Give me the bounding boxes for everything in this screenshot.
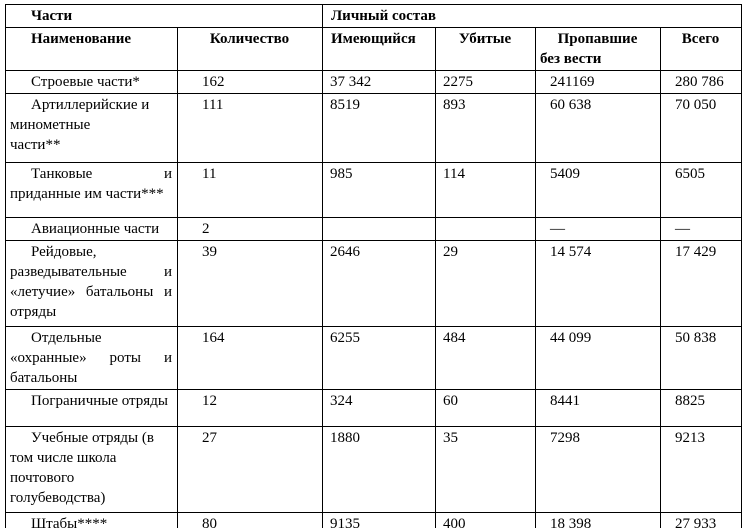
cell-quantity: 80 — [177, 512, 323, 528]
cell-name: Строевые части* — [5, 70, 178, 94]
cell-available: 6255 — [322, 326, 436, 390]
cell-killed: 35 — [435, 426, 536, 513]
cell-name: Учебные отряды (в том числе школа почтов… — [5, 426, 178, 513]
col-header-name: Наименование — [5, 27, 178, 71]
table-row: Пограничные отряды 12 324 60 8441 8825 — [5, 389, 742, 427]
cell-missing: 14 574 — [535, 240, 661, 327]
cell-name: Рейдовые, разведывательные и «летучие» б… — [5, 240, 178, 327]
cell-quantity: 11 — [177, 162, 323, 218]
cell-killed: 400 — [435, 512, 536, 528]
cell-total: 280 786 — [660, 70, 742, 94]
table-row: Отдельные «охранные» роты и батальоны 16… — [5, 326, 742, 390]
cell-killed — [435, 217, 536, 241]
header-units-group: Части — [5, 4, 323, 28]
cell-name: Пограничные отряды — [5, 389, 178, 427]
cell-available — [322, 217, 436, 241]
cell-killed: 114 — [435, 162, 536, 218]
cell-available: 1880 — [322, 426, 436, 513]
col-header-killed: Убитые — [435, 27, 536, 71]
col-header-missing-line2: без вести — [540, 51, 602, 67]
cell-available: 37 342 — [322, 70, 436, 94]
cell-killed: 2275 — [435, 70, 536, 94]
cell-available: 324 — [322, 389, 436, 427]
col-header-quantity: Количество — [177, 27, 323, 71]
column-header-row: Наименование Количество Имеющийся Убитые… — [5, 27, 742, 71]
table-row: Авиационные части 2 — — — [5, 217, 742, 241]
col-header-total: Всего — [660, 27, 742, 71]
cell-total: 6505 — [660, 162, 742, 218]
cell-available: 9135 — [322, 512, 436, 528]
cell-missing: 241169 — [535, 70, 661, 94]
cell-available: 2646 — [322, 240, 436, 327]
col-header-available: Имеющийся — [322, 27, 436, 71]
cell-killed: 484 — [435, 326, 536, 390]
table-row: Танковые и приданные им части*** 11 985 … — [5, 162, 742, 218]
units-personnel-table: Части Личный состав Наименование Количес… — [5, 4, 742, 528]
table-row: Рейдовые, разведывательные и «летучие» б… — [5, 240, 742, 327]
cell-quantity: 39 — [177, 240, 323, 327]
cell-missing: 8441 — [535, 389, 661, 427]
cell-total: 50 838 — [660, 326, 742, 390]
table-row: Учебные отряды (в том числе школа почтов… — [5, 426, 742, 513]
cell-name: Авиационные части — [5, 217, 178, 241]
table-row: Строевые части* 162 37 342 2275 241169 2… — [5, 70, 742, 94]
cell-quantity: 162 — [177, 70, 323, 94]
cell-total: 70 050 — [660, 93, 742, 163]
cell-available: 985 — [322, 162, 436, 218]
table-row: Штабы**** 80 9135 400 18 398 27 933 — [5, 512, 742, 528]
cell-quantity: 111 — [177, 93, 323, 163]
cell-missing: — — [535, 217, 661, 241]
cell-killed: 60 — [435, 389, 536, 427]
cell-total: — — [660, 217, 742, 241]
cell-name: Танковые и приданные им части*** — [5, 162, 178, 218]
cell-total: 8825 — [660, 389, 742, 427]
table-row: Артиллерийские и минометные части** 111 … — [5, 93, 742, 163]
cell-missing: 60 638 — [535, 93, 661, 163]
cell-name: Штабы**** — [5, 512, 178, 528]
cell-total: 27 933 — [660, 512, 742, 528]
col-header-missing: Пропавшие без вести — [535, 27, 661, 71]
cell-quantity: 2 — [177, 217, 323, 241]
cell-killed: 893 — [435, 93, 536, 163]
cell-missing: 5409 — [535, 162, 661, 218]
cell-missing: 7298 — [535, 426, 661, 513]
cell-missing: 18 398 — [535, 512, 661, 528]
cell-name: Артиллерийские и минометные части** — [5, 93, 178, 163]
cell-missing: 44 099 — [535, 326, 661, 390]
cell-total: 9213 — [660, 426, 742, 513]
cell-killed: 29 — [435, 240, 536, 327]
header-personnel-group: Личный состав — [322, 4, 742, 28]
cell-name: Отдельные «охранные» роты и батальоны — [5, 326, 178, 390]
cell-quantity: 12 — [177, 389, 323, 427]
cell-total: 17 429 — [660, 240, 742, 327]
cell-quantity: 164 — [177, 326, 323, 390]
col-header-missing-line1: Пропавшие — [557, 31, 638, 47]
group-header-row: Части Личный состав — [5, 4, 742, 28]
cell-available: 8519 — [322, 93, 436, 163]
cell-quantity: 27 — [177, 426, 323, 513]
